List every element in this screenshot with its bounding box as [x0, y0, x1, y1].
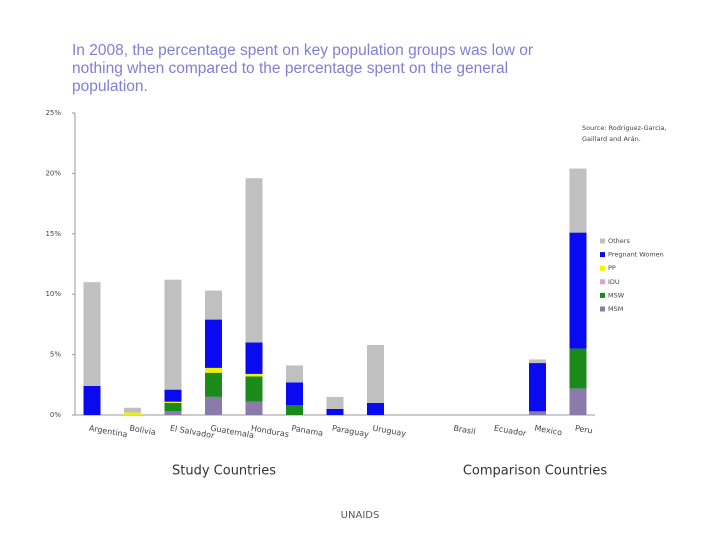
bar-segment — [286, 382, 303, 406]
y-tick-label: 10% — [45, 290, 61, 298]
x-tick-label: Ecuador — [493, 424, 527, 439]
source-line: Source: Rodriguez-Garcia, — [582, 124, 667, 132]
bar-segment — [245, 373, 263, 377]
group-label: Comparison Countries — [463, 464, 608, 479]
x-tick-label: Peru — [574, 424, 593, 436]
bar-segment — [529, 411, 546, 415]
source-line: Gaillard and Arán. — [582, 135, 641, 143]
x-tick-label: Argentina — [88, 424, 128, 440]
bar-segment — [569, 388, 587, 415]
y-tick-label: 5% — [50, 351, 61, 359]
x-tick-label: Brasil — [453, 424, 477, 437]
bar-segment — [245, 401, 263, 415]
legend-swatch — [600, 265, 605, 271]
bar-segment — [529, 359, 546, 364]
x-tick-label: Mexico — [534, 424, 563, 438]
legend-swatch — [600, 252, 605, 258]
bar-segment — [205, 319, 222, 368]
y-tick-label: 20% — [45, 169, 61, 177]
y-tick-label: 15% — [45, 230, 61, 238]
legend-label: MSW — [608, 291, 625, 299]
legend-swatch — [600, 279, 605, 285]
x-tick-label: Guatemala — [210, 424, 255, 441]
y-tick-label: 25% — [45, 109, 61, 117]
bar-segment — [367, 344, 384, 403]
bar-segment — [164, 411, 182, 415]
bar-segment — [164, 279, 182, 390]
bar-segment — [205, 396, 222, 415]
slide-title: In 2008, the percentage spent on key pop… — [72, 42, 534, 95]
x-tick-label: Uruguay — [372, 424, 407, 439]
bar-segment — [205, 367, 222, 373]
x-tick-label: El Salvador — [169, 424, 216, 441]
bar-segment — [367, 402, 384, 415]
bar-segment — [164, 389, 182, 402]
bar-segment — [83, 386, 101, 415]
legend-swatch — [600, 292, 605, 298]
bar-segment — [569, 168, 587, 233]
legend-label: PP — [608, 264, 616, 272]
x-tick-label: Bolivia — [129, 424, 157, 438]
bar-segment — [569, 348, 587, 389]
bar-segment — [569, 232, 587, 349]
bar-segment — [286, 365, 303, 383]
footer: UNAIDS — [341, 510, 380, 521]
bar-segment — [124, 412, 141, 415]
bar-segment — [164, 402, 182, 412]
bar-segment — [124, 407, 141, 413]
legend-swatch — [600, 306, 605, 312]
bar-segment — [529, 363, 546, 412]
bar-segment — [83, 282, 101, 387]
legend-label: Others — [608, 237, 630, 245]
legend-label: Pregnant Women — [608, 251, 664, 259]
legend-swatch — [600, 238, 605, 244]
y-tick-label: 0% — [50, 411, 61, 419]
bar-segment — [326, 408, 344, 415]
bar-segment — [286, 405, 303, 415]
legend-label: MSM — [608, 305, 623, 313]
x-tick-label: Honduras — [250, 424, 289, 440]
bar-segment — [205, 290, 222, 320]
group-label: Study Countries — [172, 464, 276, 479]
bar-segment — [245, 178, 263, 343]
bar-segment — [164, 401, 182, 403]
legend-label: IDU — [608, 278, 620, 286]
bar-segment — [326, 396, 344, 409]
bar-segment — [205, 372, 222, 397]
bar-segment — [245, 376, 263, 402]
x-tick-label: Paraguay — [331, 424, 370, 439]
bar-segment — [245, 342, 263, 374]
x-tick-label: Panama — [291, 424, 324, 438]
